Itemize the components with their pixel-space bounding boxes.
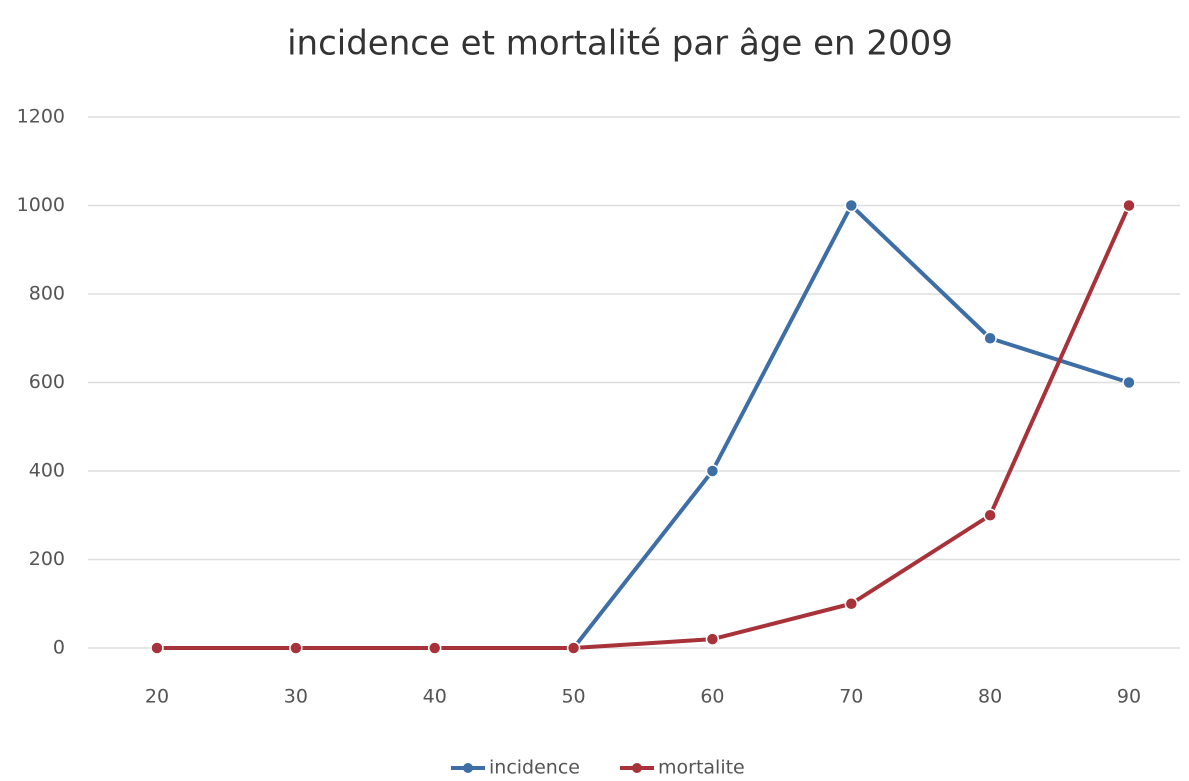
data-point bbox=[983, 331, 997, 345]
y-tick-label: 200 bbox=[29, 548, 65, 570]
series-line bbox=[157, 203, 1130, 650]
x-tick-label: 60 bbox=[700, 686, 724, 708]
y-tick-label: 0 bbox=[53, 637, 65, 659]
legend-marker bbox=[463, 763, 473, 773]
x-tick-label: 30 bbox=[284, 686, 308, 708]
y-tick-label: 600 bbox=[29, 371, 65, 393]
data-point bbox=[844, 597, 859, 611]
data-point bbox=[566, 641, 581, 655]
x-tick-label: 90 bbox=[1117, 686, 1141, 708]
legend-label: mortalite bbox=[658, 757, 745, 779]
data-point bbox=[983, 508, 997, 522]
legend-label: incidence bbox=[489, 757, 580, 779]
chart-title: incidence et mortalité par âge en 2009 bbox=[287, 24, 953, 64]
data-point bbox=[1122, 375, 1136, 390]
data-point bbox=[427, 641, 442, 655]
data-point bbox=[150, 641, 164, 655]
y-tick-label: 400 bbox=[29, 460, 65, 482]
x-tick-label: 40 bbox=[423, 686, 447, 708]
data-point bbox=[705, 632, 720, 646]
y-tick-label: 1200 bbox=[17, 106, 65, 128]
data-point bbox=[289, 641, 303, 655]
data-point bbox=[1122, 198, 1136, 213]
x-tick-label: 70 bbox=[839, 686, 863, 708]
y-tick-label: 1000 bbox=[17, 194, 65, 216]
y-tick-label: 800 bbox=[29, 283, 65, 305]
x-tick-label: 80 bbox=[978, 686, 1002, 708]
x-tick-label: 20 bbox=[145, 686, 169, 708]
x-tick-label: 50 bbox=[561, 686, 585, 708]
data-point bbox=[844, 198, 859, 213]
data-point bbox=[705, 464, 720, 478]
legend-marker bbox=[632, 763, 642, 773]
series-line bbox=[157, 204, 1131, 650]
